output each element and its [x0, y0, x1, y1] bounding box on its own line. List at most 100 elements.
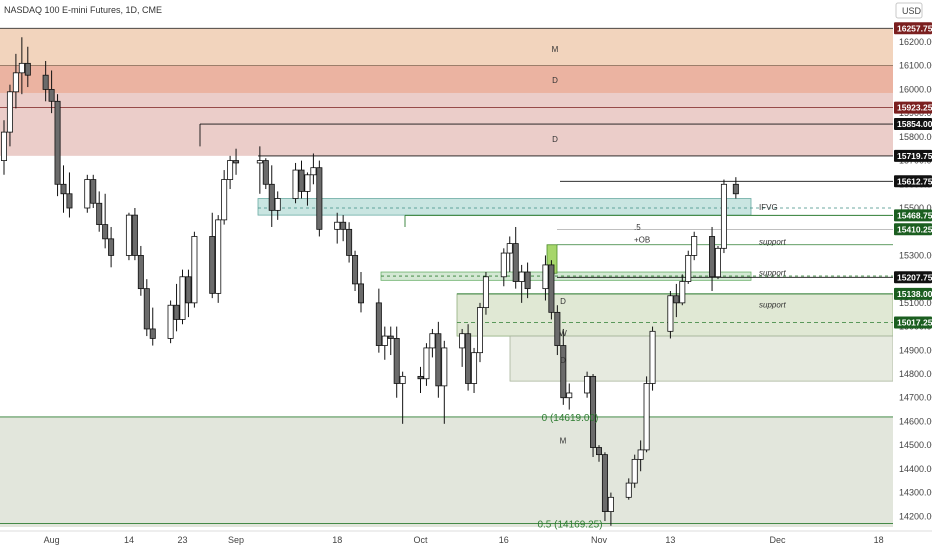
price-tag-label: 15612.75: [897, 176, 932, 186]
zone-label: M: [560, 436, 567, 445]
price-tag: 15017.25: [894, 316, 932, 329]
currency-label: USD: [902, 6, 922, 16]
candle-body: [601, 454, 608, 512]
currency-badge[interactable]: USD: [895, 2, 923, 19]
candle: [54, 94, 61, 197]
x-tick-label: Dec: [769, 535, 786, 545]
y-tick-label: 15500.00: [899, 203, 932, 213]
candle-body: [381, 335, 388, 346]
candle-body: [96, 202, 103, 226]
zone-label: support: [759, 269, 786, 278]
price-tag: 15138.00: [894, 287, 932, 300]
candle: [465, 324, 472, 391]
candle-body: [131, 214, 138, 256]
x-tick-label: Sep: [228, 535, 244, 545]
candle: [715, 245, 722, 280]
price-tag-box: [894, 287, 932, 300]
price-tag: 15719.75: [894, 149, 932, 162]
candle-body: [584, 375, 591, 394]
price-tag: 15207.75: [894, 271, 932, 284]
candle: [227, 155, 234, 190]
candle-body: [256, 160, 263, 164]
candle: [732, 177, 739, 199]
zone-label: support: [759, 301, 786, 310]
candle-body: [108, 238, 115, 256]
y-tick-label: 16000.00: [899, 84, 932, 94]
fib-level-label: 0.5 (14169.25): [537, 520, 602, 531]
candle-body: [292, 169, 299, 199]
candle: [125, 212, 132, 261]
candle: [233, 148, 240, 175]
candle: [6, 84, 13, 147]
candle: [643, 376, 650, 453]
zone-label: D: [552, 76, 558, 85]
candle-body: [24, 62, 31, 76]
candle-body: [637, 449, 644, 460]
candle-body: [18, 62, 25, 74]
zone-label: IFVG: [759, 203, 778, 212]
y-tick-label: 14800.00: [899, 369, 932, 379]
zone-label: .5: [634, 223, 641, 232]
candle-body: [102, 224, 109, 240]
price-tag: 15923.25: [894, 101, 932, 114]
candle-body: [48, 89, 55, 102]
zone-label: D: [552, 135, 558, 144]
candle-body: [42, 74, 49, 90]
x-tick-label: 23: [177, 535, 187, 545]
candle: [554, 305, 561, 356]
candle: [566, 383, 573, 410]
candle-body: [465, 333, 472, 384]
candle-body: [685, 255, 692, 282]
candle: [685, 250, 692, 284]
candle: [84, 174, 91, 213]
candle: [298, 160, 305, 199]
candle-body: [518, 271, 525, 282]
candle-body: [607, 496, 614, 512]
candle: [471, 347, 478, 393]
x-axis[interactable]: Aug1423Sep18Oct16Nov13Dec18202416: [0, 530, 932, 550]
candle-body: [423, 347, 430, 380]
candle-body: [137, 255, 144, 290]
candle: [352, 250, 359, 292]
candle: [48, 70, 55, 114]
candle: [375, 288, 382, 353]
candle-body: [476, 307, 483, 354]
candle-body: [548, 264, 555, 313]
candle: [691, 231, 698, 261]
candle-body: [732, 183, 739, 195]
candle-body: [340, 221, 347, 230]
price-tag-box: [894, 223, 932, 236]
price-tag-box: [894, 118, 932, 131]
price-tag-box: [894, 101, 932, 114]
candle-body: [679, 281, 686, 304]
y-tick-label: 16100.00: [899, 61, 932, 71]
price-tag-label: 15468.75: [897, 210, 932, 220]
candle-body: [596, 447, 603, 456]
candle-body: [720, 183, 727, 249]
candle: [179, 269, 186, 325]
price-tag: 15468.75: [894, 209, 932, 222]
candle: [209, 212, 216, 299]
zone-labels-layer: M D D IFVG .5 +OB support support support D W D M 0 (…: [537, 45, 786, 530]
candle-body: [334, 221, 341, 230]
candle: [310, 153, 317, 185]
y-tick-label: 14200.00: [899, 511, 932, 521]
candle-body: [399, 375, 406, 384]
candle: [590, 374, 597, 458]
candle-body: [435, 333, 442, 387]
y-tick-label: 14700.00: [899, 393, 932, 403]
monthly-supply-zone: [0, 28, 893, 66]
candle: [417, 366, 424, 393]
candle-body: [0, 131, 7, 161]
candle: [18, 37, 25, 95]
y-tick-label: 15300.00: [899, 250, 932, 260]
candle: [137, 245, 144, 296]
candle-body: [209, 236, 216, 294]
price-tag-label: 15017.25: [897, 317, 932, 327]
candle: [292, 162, 299, 204]
candle: [256, 146, 263, 194]
candle-body: [304, 174, 311, 192]
candle-body: [512, 243, 519, 282]
price-tag-label: 15719.75: [897, 151, 932, 161]
